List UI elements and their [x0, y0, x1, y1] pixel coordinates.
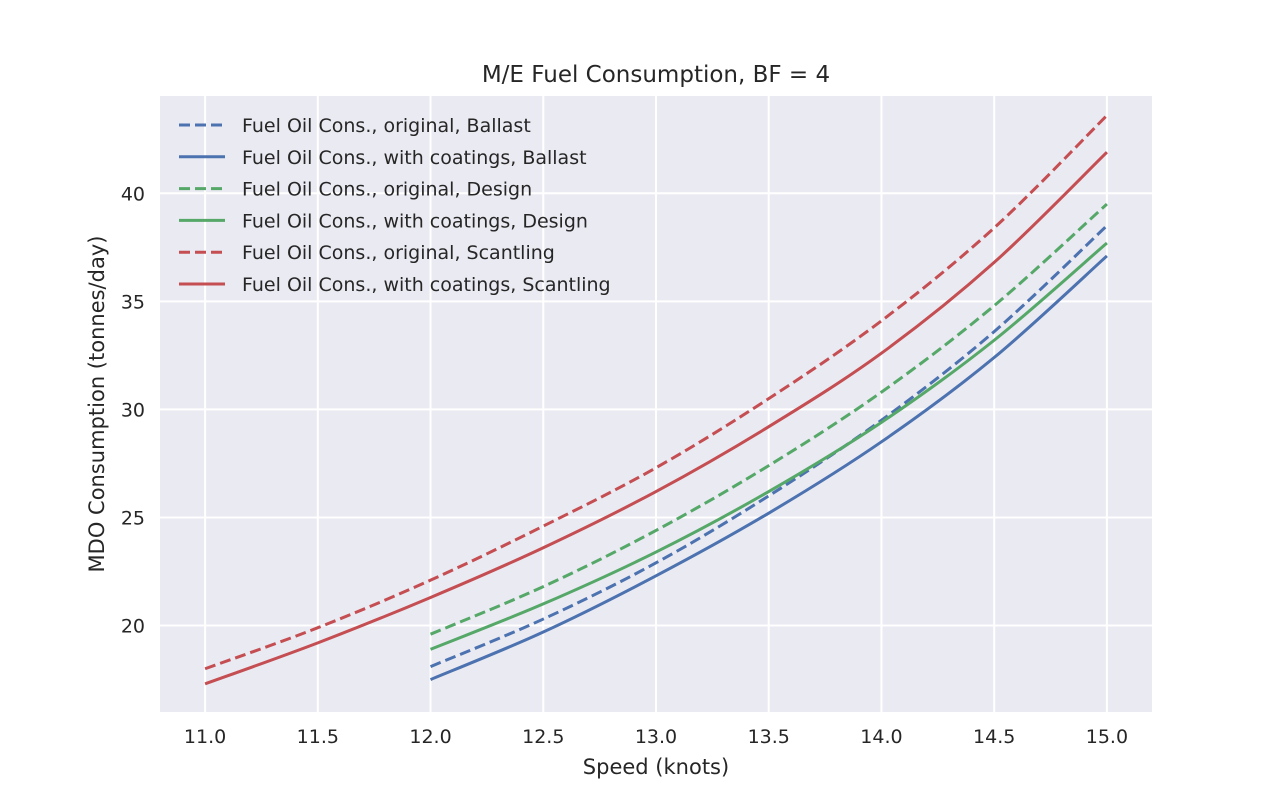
legend-label: Fuel Oil Cons., original, Design [242, 179, 532, 201]
x-tick-labels: 11.0 11.5 12.0 12.5 13.0 13.5 14.0 14.5 15.0 [184, 726, 1128, 748]
y-tick-labels: 20 25 30 35 40 [121, 183, 145, 637]
series-line-fuel-oil-cons-original-design [429, 202, 1108, 636]
x-tick-label: 12.5 [522, 726, 564, 748]
y-tick-label: 25 [121, 507, 145, 529]
x-tick-label: 11.0 [184, 726, 226, 748]
x-tick-label: 14.0 [860, 726, 902, 748]
x-tick-label: 15.0 [1086, 726, 1128, 748]
series-line-fuel-oil-cons-with-coatings-scantling [204, 151, 1108, 686]
legend: Fuel Oil Cons., original, Ballast Fuel Oi… [179, 115, 611, 296]
x-axis-label: Speed (knots) [583, 755, 729, 779]
chart-title: M/E Fuel Consumption, BF = 4 [482, 62, 830, 88]
legend-label: Fuel Oil Cons., with coatings, Design [242, 210, 588, 232]
x-tick-label: 11.5 [297, 726, 339, 748]
y-tick-label: 20 [121, 616, 145, 638]
series-line-fuel-oil-cons-with-coatings-ballast [429, 254, 1108, 681]
y-tick-label: 30 [121, 399, 145, 421]
legend-label: Fuel Oil Cons., original, Ballast [242, 115, 531, 137]
series-lines [204, 114, 1108, 686]
x-tick-label: 13.0 [635, 726, 677, 748]
series-line-fuel-oil-cons-original-ballast [429, 224, 1108, 668]
legend-item: Fuel Oil Cons., original, Scantling [179, 242, 555, 264]
legend-item: Fuel Oil Cons., with coatings, Design [179, 210, 588, 232]
series-line-fuel-oil-cons-with-coatings-design [429, 241, 1108, 651]
x-tick-label: 14.5 [973, 726, 1015, 748]
y-tick-label: 35 [121, 291, 145, 313]
x-tick-label: 13.5 [748, 726, 790, 748]
y-axis-label: MDO Consumption (tonnes/day) [85, 236, 109, 573]
y-tick-label: 40 [121, 183, 145, 205]
legend-item: Fuel Oil Cons., original, Design [179, 179, 532, 201]
x-tick-label: 12.0 [409, 726, 451, 748]
legend-item: Fuel Oil Cons., with coatings, Scantling [179, 274, 611, 296]
legend-label: Fuel Oil Cons., with coatings, Scantling [242, 274, 611, 296]
series-line-fuel-oil-cons-original-scantling [204, 114, 1108, 671]
legend-item: Fuel Oil Cons., original, Ballast [179, 115, 531, 137]
legend-item: Fuel Oil Cons., with coatings, Ballast [179, 147, 587, 169]
legend-label: Fuel Oil Cons., original, Scantling [242, 242, 555, 264]
grid [160, 96, 1152, 712]
legend-label: Fuel Oil Cons., with coatings, Ballast [242, 147, 587, 169]
